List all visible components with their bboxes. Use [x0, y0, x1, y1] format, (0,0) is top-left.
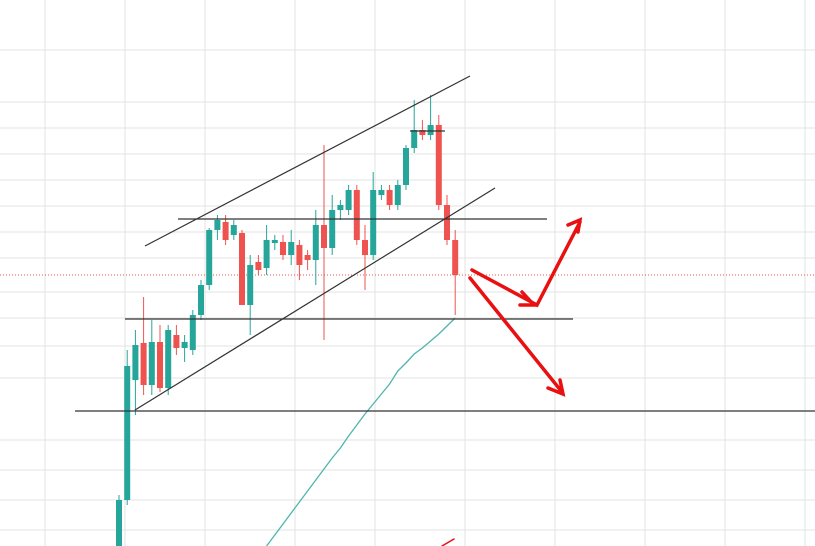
drawings: [75, 75, 815, 412]
candle-body: [116, 500, 122, 546]
moving-average: [266, 317, 456, 546]
candle-body: [394, 185, 401, 205]
candle-body: [271, 240, 278, 243]
candle-body: [140, 343, 147, 385]
candle-body: [148, 342, 155, 385]
candle-body: [214, 220, 221, 230]
candle-body: [132, 345, 139, 380]
candle-body: [157, 342, 163, 388]
arrows: [441, 217, 583, 546]
candle-body: [435, 125, 442, 205]
candle-body: [304, 255, 311, 260]
candle-body: [165, 330, 172, 388]
candles: [116, 95, 459, 546]
candle-body: [362, 240, 368, 255]
channel-top: [144, 75, 471, 247]
candle-body: [263, 240, 270, 268]
candle-body: [427, 125, 434, 135]
candle-body: [124, 366, 131, 500]
candle-body: [255, 262, 262, 270]
candle-body: [345, 190, 352, 210]
candle-body: [378, 190, 385, 195]
candle-body: [321, 225, 327, 248]
candle-body: [353, 190, 360, 240]
candle-body: [444, 205, 450, 240]
arrow-up-head: [566, 217, 583, 234]
candle-body: [198, 285, 204, 315]
edge-mark: [441, 538, 455, 546]
candle-body: [403, 148, 409, 185]
candle-body: [312, 225, 319, 260]
candle-body: [239, 233, 245, 305]
candle-body: [386, 190, 393, 205]
candle-body: [452, 240, 459, 275]
candle-body: [337, 205, 344, 210]
arrow-down-head: [546, 378, 566, 397]
candle-body: [230, 225, 237, 235]
arrow-mid-head: [518, 290, 538, 307]
candle-body: [419, 130, 426, 135]
candle-body: [173, 335, 180, 348]
candle-body: [288, 242, 295, 255]
candle-body: [181, 342, 188, 348]
candle-body: [222, 222, 229, 240]
candle-body: [370, 190, 377, 255]
candle-body: [411, 130, 418, 148]
arrow-up: [470, 220, 582, 308]
candle-body: [329, 210, 336, 248]
candle-body: [296, 245, 303, 265]
candle-body: [247, 265, 254, 305]
candle-body: [189, 315, 196, 350]
channel-bottom: [134, 187, 496, 411]
candle-body: [206, 230, 213, 285]
candle-body: [280, 242, 286, 255]
arrow-down: [468, 276, 564, 394]
